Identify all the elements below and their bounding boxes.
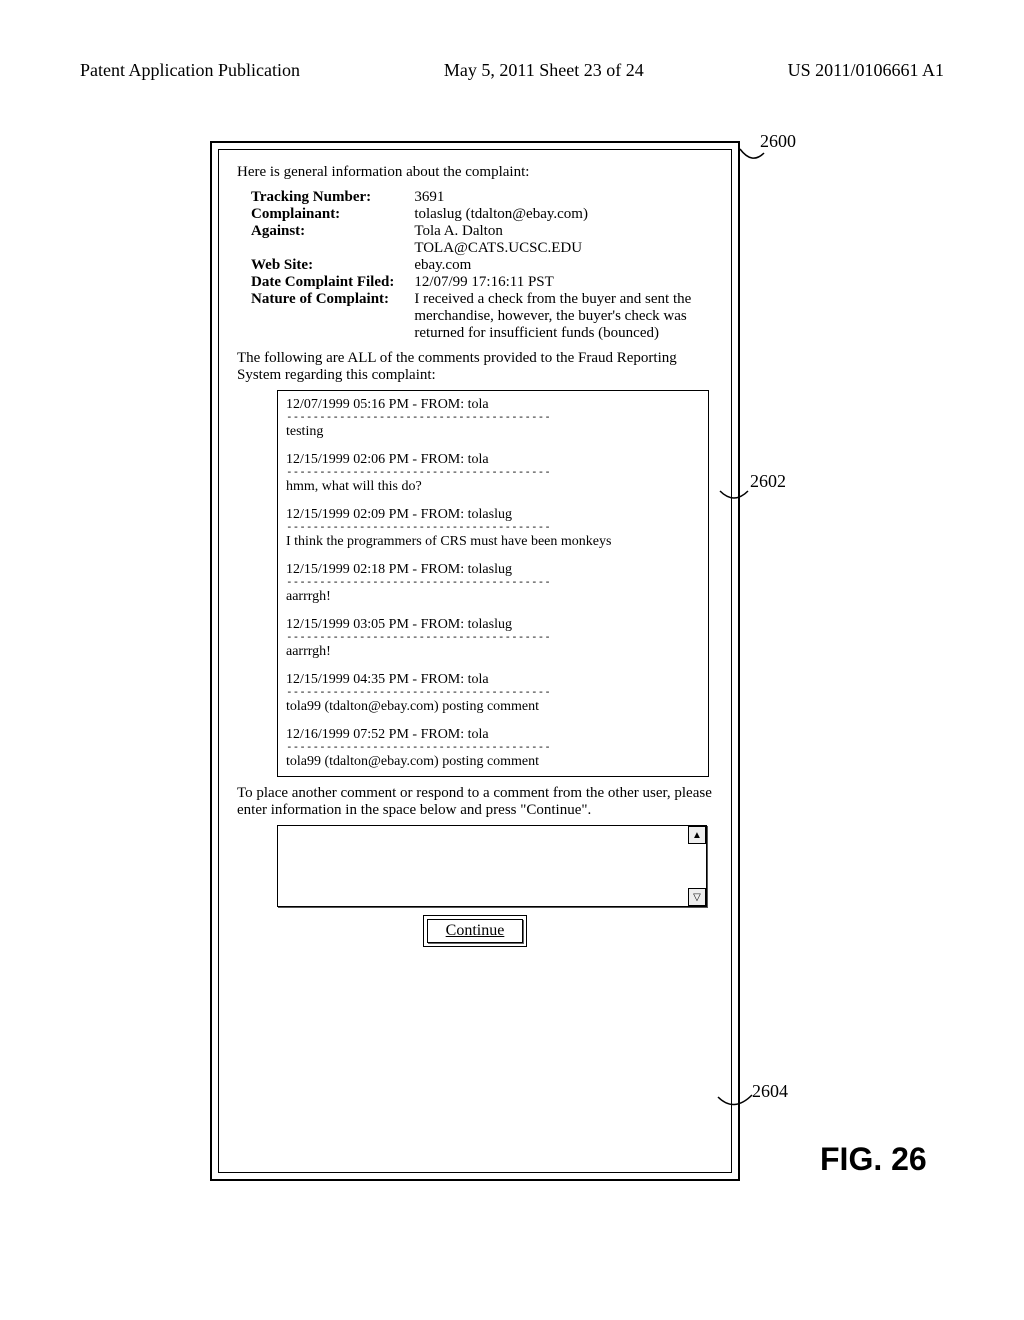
divider-line: ---------------------------------------- <box>286 634 700 640</box>
page-header: Patent Application Publication May 5, 20… <box>80 60 944 81</box>
meta-table: Tracking Number: 3691 Complainant: tolas… <box>251 189 713 342</box>
date-value: 12/07/99 17:16:11 PST <box>414 274 713 291</box>
comment-header: 12/15/1999 02:06 PM - FROM: tola <box>286 452 700 468</box>
header-left: Patent Application Publication <box>80 60 300 81</box>
comment-header: 12/07/1999 05:16 PM - FROM: tola <box>286 397 700 413</box>
complainant-value: tolaslug (tdalton@ebay.com) <box>414 206 713 223</box>
continue-button-frame: Continue <box>423 915 528 947</box>
comment-body: testing <box>286 424 700 440</box>
comment-entry: 12/15/1999 02:09 PM - FROM: tolaslug ---… <box>278 501 708 556</box>
comments-box: 12/07/1999 05:16 PM - FROM: tola -------… <box>277 390 709 777</box>
lead-line-2600 <box>738 147 766 165</box>
nature-label: Nature of Complaint: <box>251 291 414 342</box>
complainant-label: Complainant: <box>251 206 414 223</box>
scroll-up-icon[interactable]: ▲ <box>688 826 706 844</box>
comment-entry: 12/15/1999 02:06 PM - FROM: tola -------… <box>278 446 708 501</box>
comment-body: I think the programmers of CRS must have… <box>286 534 700 550</box>
header-center: May 5, 2011 Sheet 23 of 24 <box>444 60 644 81</box>
comment-header: 12/16/1999 07:52 PM - FROM: tola <box>286 727 700 743</box>
callout-2604: 2604 <box>752 1081 788 1102</box>
place-comment-instruction: To place another comment or respond to a… <box>237 785 713 819</box>
comment-entry: 12/15/1999 04:35 PM - FROM: tola -------… <box>278 666 708 721</box>
complaint-screenshot: Here is general information about the co… <box>210 141 740 1181</box>
followup-text: The following are ALL of the comments pr… <box>237 350 713 384</box>
figure-label: FIG. 26 <box>820 1141 927 1178</box>
divider-line: ---------------------------------------- <box>286 744 700 750</box>
divider-line: ---------------------------------------- <box>286 469 700 475</box>
lead-line-2602 <box>718 487 750 503</box>
comment-body: hmm, what will this do? <box>286 479 700 495</box>
comment-entry: 12/15/1999 03:05 PM - FROM: tolaslug ---… <box>278 611 708 666</box>
callout-2602: 2602 <box>750 471 786 492</box>
website-value: ebay.com <box>414 257 713 274</box>
comment-header: 12/15/1999 04:35 PM - FROM: tola <box>286 672 700 688</box>
scrollbar: ▲ ▽ <box>688 826 706 906</box>
comment-header: 12/15/1999 02:09 PM - FROM: tolaslug <box>286 507 700 523</box>
divider-line: ---------------------------------------- <box>286 414 700 420</box>
date-label: Date Complaint Filed: <box>251 274 414 291</box>
against-value: Tola A. Dalton TOLA@CATS.UCSC.EDU <box>414 223 713 257</box>
intro-text: Here is general information about the co… <box>237 164 713 181</box>
scroll-down-icon[interactable]: ▽ <box>688 888 706 906</box>
comment-body: tola99 (tdalton@ebay.com) posting commen… <box>286 754 700 770</box>
figure-area: Here is general information about the co… <box>80 141 944 1201</box>
comment-body: tola99 (tdalton@ebay.com) posting commen… <box>286 699 700 715</box>
tracking-value: 3691 <box>414 189 713 206</box>
comment-body: aarrrgh! <box>286 644 700 660</box>
comment-entry: 12/07/1999 05:16 PM - FROM: tola -------… <box>278 391 708 446</box>
comment-body: aarrrgh! <box>286 589 700 605</box>
divider-line: ---------------------------------------- <box>286 579 700 585</box>
continue-button[interactable]: Continue <box>427 919 524 943</box>
reply-textarea[interactable]: ▲ ▽ <box>277 825 707 907</box>
reply-area: ▲ ▽ <box>277 825 707 907</box>
lead-line-2604 <box>716 1091 754 1111</box>
divider-line: ---------------------------------------- <box>286 524 700 530</box>
divider-line: ---------------------------------------- <box>286 689 700 695</box>
comment-header: 12/15/1999 03:05 PM - FROM: tolaslug <box>286 617 700 633</box>
tracking-label: Tracking Number: <box>251 189 414 206</box>
comment-header: 12/15/1999 02:18 PM - FROM: tolaslug <box>286 562 700 578</box>
against-label: Against: <box>251 223 414 257</box>
website-label: Web Site: <box>251 257 414 274</box>
header-right: US 2011/0106661 A1 <box>788 60 944 81</box>
nature-value: I received a check from the buyer and se… <box>414 291 713 342</box>
comment-entry: 12/16/1999 07:52 PM - FROM: tola -------… <box>278 721 708 776</box>
comment-entry: 12/15/1999 02:18 PM - FROM: tolaslug ---… <box>278 556 708 611</box>
